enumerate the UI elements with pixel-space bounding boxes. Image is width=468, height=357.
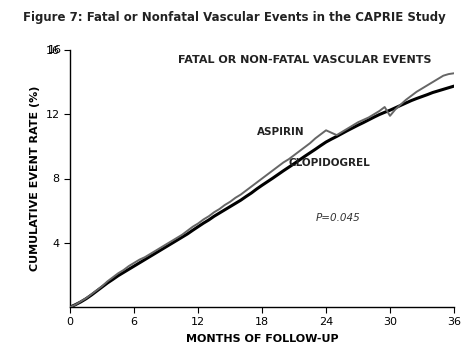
Text: CLOPIDOGREL: CLOPIDOGREL [289, 158, 371, 168]
Text: 16: 16 [48, 45, 62, 55]
Text: ASPIRIN: ASPIRIN [257, 127, 304, 137]
Text: FATAL OR NON-FATAL VASCULAR EVENTS: FATAL OR NON-FATAL VASCULAR EVENTS [178, 55, 431, 65]
Text: Figure 7: Fatal or Nonfatal Vascular Events in the CAPRIE Study: Figure 7: Fatal or Nonfatal Vascular Eve… [22, 11, 446, 24]
Text: P=0.045: P=0.045 [315, 213, 360, 223]
Y-axis label: CUMULATIVE EVENT RATE (%): CUMULATIVE EVENT RATE (%) [30, 86, 40, 271]
X-axis label: MONTHS OF FOLLOW-UP: MONTHS OF FOLLOW-UP [186, 335, 338, 345]
